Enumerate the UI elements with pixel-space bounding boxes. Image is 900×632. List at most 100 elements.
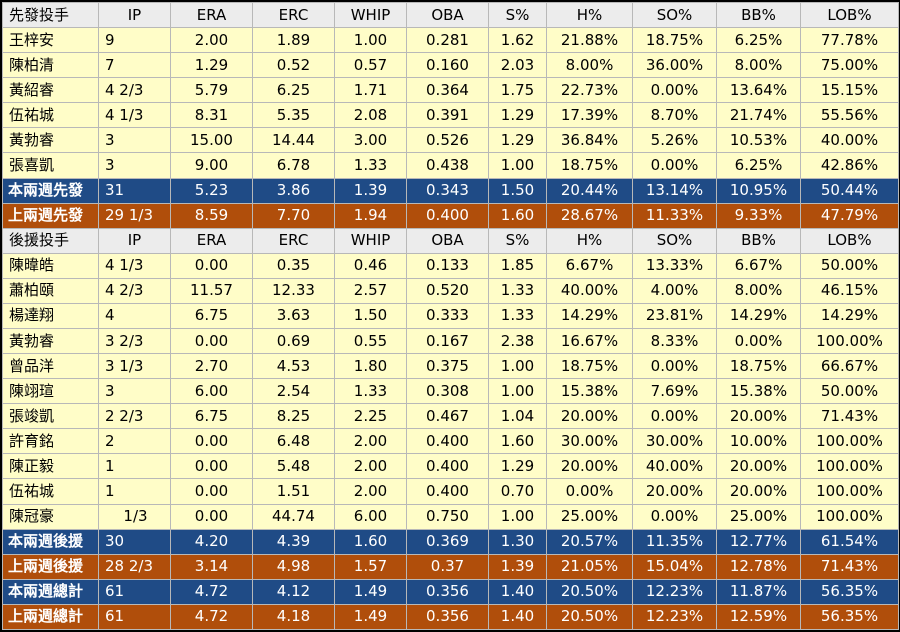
stat-cell: 3.00 (334, 127, 407, 154)
stat-cell: 17.39% (546, 102, 633, 129)
column-header: ERC (252, 1, 335, 29)
stat-cell: 1.33 (488, 302, 547, 330)
stat-cell: 2.00 (334, 453, 407, 480)
stat-cell: 0.70 (488, 478, 547, 505)
stat-cell: 21.74% (716, 102, 801, 129)
stat-cell: 6.00 (334, 503, 407, 530)
column-header: OBA (406, 227, 489, 254)
stat-cell: 50.00% (800, 252, 899, 279)
stat-cell: 25.00% (546, 503, 633, 530)
table-row: 伍祐城 4 1/3 8.31 5.35 2.08 0.391 1.29 17.39% 8.70%… (2, 102, 899, 129)
stat-cell: 6.25% (716, 152, 801, 179)
stat-cell: 4.53 (252, 353, 335, 380)
stat-cell: 6.75 (170, 302, 253, 330)
column-header: SO% (632, 1, 717, 29)
stat-cell: 28.67% (546, 202, 633, 229)
stat-cell: 1.50 (334, 302, 407, 330)
stat-cell: 1.00 (488, 503, 547, 530)
stat-cell: 12.77% (716, 528, 801, 555)
stat-cell: 15.00 (170, 127, 253, 154)
stat-cell: 1.49 (334, 578, 407, 605)
stat-cell: 1/3 (98, 503, 171, 530)
stat-cell: 1.30 (488, 528, 547, 555)
stat-cell: 3.63 (252, 302, 335, 330)
stat-cell: 6.25 (252, 77, 335, 104)
stat-cell: 0.52 (252, 52, 335, 79)
stat-cell: 0.00% (716, 328, 801, 355)
row-label: 本兩週總計 (2, 578, 99, 605)
stat-cell: 0.69 (252, 328, 335, 355)
stat-cell: 1.50 (488, 177, 547, 204)
stat-cell: 0.167 (406, 328, 489, 355)
stat-cell: 20.50% (546, 603, 633, 631)
row-label: 許育銘 (2, 428, 99, 455)
table-row: 黃紹睿 4 2/3 5.79 6.25 1.71 0.364 1.75 22.73% 0.00%… (2, 77, 899, 104)
stat-cell: 8.00% (716, 52, 801, 79)
stat-cell: 4.20 (170, 528, 253, 555)
stat-cell: 0.356 (406, 578, 489, 605)
row-label: 伍祐城 (2, 102, 99, 129)
stat-cell: 10.00% (716, 428, 801, 455)
stat-cell: 8.59 (170, 202, 253, 229)
column-header: S% (488, 227, 547, 254)
stat-cell: 12.59% (716, 603, 801, 631)
stat-cell: 0.281 (406, 27, 489, 54)
stat-cell: 1.60 (488, 428, 547, 455)
stat-cell: 5.79 (170, 77, 253, 104)
stat-cell: 20.50% (546, 578, 633, 605)
stat-cell: 15.04% (632, 553, 717, 580)
stat-cell: 10.53% (716, 127, 801, 154)
stat-cell: 100.00% (800, 478, 899, 505)
section-title: 後援投手 (2, 227, 99, 254)
row-label: 伍祐城 (2, 478, 99, 505)
stat-cell: 5.23 (170, 177, 253, 204)
stat-cell: 1.29 (488, 453, 547, 480)
stat-cell: 66.67% (800, 353, 899, 380)
table-row: 陳冠豪 1/3 0.00 44.74 6.00 0.750 1.00 25.00% 0.00% 2… (2, 503, 899, 530)
stat-cell: 12.23% (632, 578, 717, 605)
stat-cell: 0.400 (406, 202, 489, 229)
column-header: H% (546, 227, 633, 254)
stat-cell: 40.00% (800, 127, 899, 154)
column-header: SO% (632, 227, 717, 254)
stat-cell: 0.00% (632, 353, 717, 380)
stat-cell: 0.35 (252, 252, 335, 279)
stat-cell: 0.00 (170, 428, 253, 455)
table-row: 陳暐皓 4 1/3 0.00 0.35 0.46 0.133 1.85 6.67% 13.33%… (2, 252, 899, 279)
stat-cell: 25.00% (716, 503, 801, 530)
stat-cell: 6.67% (546, 252, 633, 279)
stat-cell: 11.57 (170, 277, 253, 304)
stat-cell: 0.467 (406, 403, 489, 430)
column-header: ERA (170, 1, 253, 29)
stat-cell: 13.33% (632, 252, 717, 279)
stat-cell: 46.15% (800, 277, 899, 304)
stat-cell: 3 2/3 (98, 328, 171, 355)
column-header: IP (98, 1, 171, 29)
stat-cell: 23.81% (632, 302, 717, 330)
stat-cell: 36.00% (632, 52, 717, 79)
stat-cell: 100.00% (800, 453, 899, 480)
row-label: 上兩週後援 (2, 553, 99, 580)
stat-cell: 71.43% (800, 553, 899, 580)
stat-cell: 1 (98, 453, 171, 480)
stat-cell: 0.57 (334, 52, 407, 79)
stat-cell: 1.29 (488, 102, 547, 129)
stat-cell: 2.70 (170, 353, 253, 380)
stat-cell: 0.520 (406, 277, 489, 304)
stat-cell: 0.00 (170, 252, 253, 279)
stat-cell: 6.48 (252, 428, 335, 455)
stat-cell: 5.26% (632, 127, 717, 154)
column-header: OBA (406, 1, 489, 29)
row-label: 本兩週後援 (2, 528, 99, 555)
stat-cell: 1.40 (488, 603, 547, 631)
table-row: 伍祐城 1 0.00 1.51 2.00 0.400 0.70 0.00% 20.00% 20.0… (2, 478, 899, 505)
stat-cell: 2.00 (334, 428, 407, 455)
column-header: BB% (716, 227, 801, 254)
stat-cell: 14.44 (252, 127, 335, 154)
row-label: 黃勃睿 (2, 328, 99, 355)
row-label: 陳暐皓 (2, 252, 99, 279)
stat-cell: 100.00% (800, 328, 899, 355)
stat-cell: 1.60 (488, 202, 547, 229)
table-row: 張竣凱 2 2/3 6.75 8.25 2.25 0.467 1.04 20.00% 0.00%… (2, 403, 899, 430)
stat-cell: 7.70 (252, 202, 335, 229)
